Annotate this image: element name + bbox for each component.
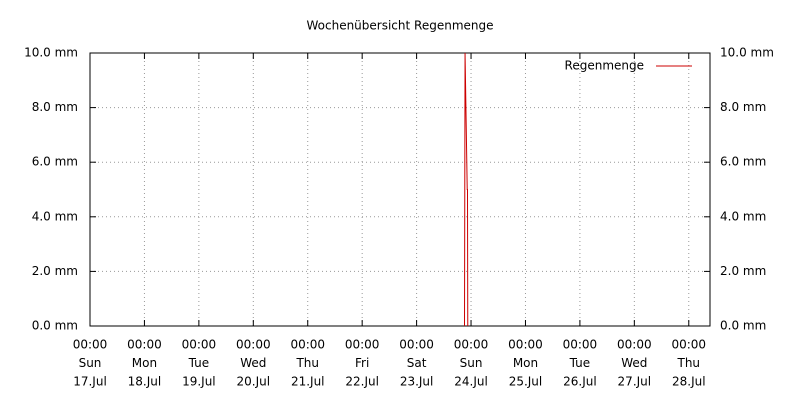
x-tick-label: 18.Jul [128,375,162,389]
y-tick-label: 4.0 mm [32,209,78,223]
y-tick-label: 8.0 mm [32,100,78,114]
data-line [464,53,469,326]
x-tick-label: Sat [407,356,427,370]
x-tick-label: Sun [460,356,483,370]
y-tick-label: 6.0 mm [32,155,78,169]
y-tick-label: 0.0 mm [32,319,78,333]
y2-tick-label: 2.0 mm [720,264,766,278]
x-tick-label: 28.Jul [672,375,706,389]
x-tick-label: 00:00 [73,338,108,352]
x-tick-label: Wed [621,356,647,370]
x-tick-label: 00:00 [508,338,543,352]
legend-label: Regenmenge [565,59,644,73]
x-tick-label: Sun [79,356,102,370]
x-tick-label: Thu [676,356,700,370]
x-tick-label: 00:00 [290,338,325,352]
x-tick-label: 22.Jul [345,375,379,389]
x-tick-label: Tue [569,356,591,370]
x-tick-label: 00:00 [345,338,380,352]
x-tick-label: 00:00 [182,338,217,352]
x-tick-label: 00:00 [563,338,598,352]
x-tick-label: 19.Jul [182,375,216,389]
y2-tick-label: 10.0 mm [720,46,774,60]
y-tick-label: 2.0 mm [32,264,78,278]
x-tick-label: 26.Jul [563,375,597,389]
x-tick-label: 23.Jul [400,375,434,389]
x-tick-label: 27.Jul [618,375,652,389]
x-tick-label: Thu [295,356,319,370]
x-tick-label: 00:00 [454,338,489,352]
x-tick-label: Tue [188,356,210,370]
x-tick-label: 21.Jul [291,375,325,389]
plot-frame [89,52,711,327]
y2-tick-label: 4.0 mm [720,209,766,223]
x-tick-label: 00:00 [236,338,271,352]
x-tick-label: 00:00 [127,338,162,352]
x-tick-label: 00:00 [399,338,434,352]
y2-tick-label: 0.0 mm [720,319,766,333]
x-tick-label: Mon [513,356,538,370]
x-tick-label: 00:00 [671,338,706,352]
x-tick-label: Wed [240,356,266,370]
x-tick-label: 24.Jul [454,375,488,389]
y2-tick-label: 6.0 mm [720,155,766,169]
chart-title: Wochenübersicht Regenmenge [306,19,493,33]
x-tick-label: 17.Jul [73,375,107,389]
x-tick-label: 25.Jul [509,375,543,389]
x-tick-label: 00:00 [617,338,652,352]
x-tick-label: Fri [355,356,369,370]
y2-tick-label: 8.0 mm [720,100,766,114]
x-tick-label: 20.Jul [237,375,271,389]
x-tick-label: Mon [132,356,157,370]
y-tick-label: 10.0 mm [24,46,78,60]
